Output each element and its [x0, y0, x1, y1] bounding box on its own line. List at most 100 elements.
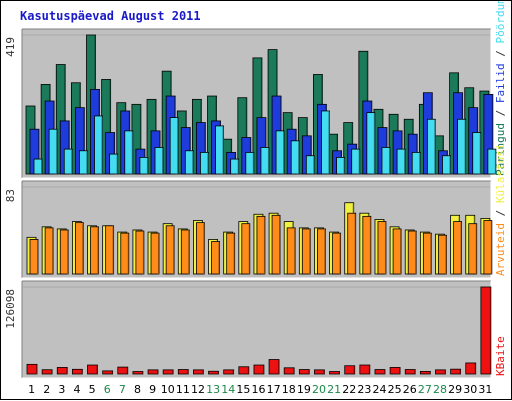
bar-kbaite-day21	[329, 371, 340, 375]
bar-kbaite-day28	[435, 369, 446, 375]
legend-top-text: Päringud / Failid / Pöördumisi	[494, 1, 507, 176]
day-label-13: 13	[206, 383, 220, 396]
top-bars	[25, 34, 497, 175]
day-label-16: 16	[252, 383, 266, 396]
bar-poordumisi-day3	[63, 148, 73, 175]
bar-poordumisi-day29	[457, 118, 467, 175]
day-label-6: 6	[104, 383, 111, 396]
day-label-19: 19	[297, 383, 311, 396]
bar-arvuteid-day1	[29, 239, 39, 275]
bar-kbaite-day11	[177, 369, 189, 375]
day-label-14: 14	[221, 383, 235, 396]
bar-kbaite-day1	[26, 363, 38, 375]
bar-arvuteid-day5	[90, 226, 99, 275]
bar-kbaite-day13	[208, 370, 219, 375]
legend-bottom-text: KBaite	[494, 336, 507, 376]
legend-bottom-entry: KBaite	[494, 336, 507, 376]
bar-kbaite-day6	[102, 370, 114, 375]
day-label-31: 31	[478, 383, 492, 396]
day-label-29: 29	[448, 383, 462, 396]
bar-poordumisi-day27	[426, 118, 436, 175]
bar-poordumisi-day28	[442, 155, 451, 175]
bar-poordumisi-day16	[260, 147, 270, 175]
bar-arvuteid-day2	[44, 227, 54, 275]
bar-kbaite-day5	[87, 364, 98, 375]
middle-bars	[26, 202, 493, 275]
bar-poordumisi-day24	[381, 147, 391, 175]
bar-kbaite-day23	[359, 364, 371, 375]
bar-arvuteid-day24	[377, 221, 387, 275]
day-label-30: 30	[463, 383, 477, 396]
bottom-bars	[26, 286, 492, 375]
bar-kbaite-day7	[117, 366, 129, 375]
bar-kbaite-day12	[193, 369, 204, 375]
bar-kbaite-day24	[374, 369, 386, 375]
bottom-panel-ymax-label: 126098	[4, 289, 17, 329]
bar-arvuteid-day23	[362, 215, 372, 275]
bar-kbaite-day20	[314, 369, 325, 375]
bar-arvuteid-day22	[347, 212, 357, 275]
bar-poordumisi-day8	[139, 157, 149, 175]
legend-top-entry: Failid	[494, 63, 507, 103]
day-label-25: 25	[388, 383, 402, 396]
bar-kbaite-day8	[132, 371, 144, 375]
bar-arvuteid-day8	[135, 230, 145, 275]
bar-arvuteid-day28	[438, 234, 447, 275]
bar-poordumisi-day7	[124, 130, 134, 175]
bar-kbaite-day18	[283, 367, 295, 375]
top-panel-ymax-label: 419	[4, 37, 17, 57]
bar-arvuteid-day26	[407, 230, 417, 275]
bar-arvuteid-day27	[422, 232, 432, 275]
legend-middle-entry: Arvuteid	[494, 223, 507, 276]
bar-arvuteid-day25	[392, 228, 402, 275]
day-label-22: 22	[342, 383, 356, 396]
day-label-18: 18	[282, 383, 296, 396]
bar-kbaite-day2	[41, 369, 53, 375]
bar-kbaite-day19	[298, 369, 310, 375]
bar-poordumisi-day2	[48, 128, 58, 175]
bar-arvuteid-day12	[196, 222, 205, 275]
day-label-7: 7	[119, 383, 126, 396]
legend-top: Päringud / Failid / Pöördumisi	[494, 1, 507, 176]
bar-poordumisi-day25	[396, 148, 406, 175]
bar-kbaite-day3	[56, 367, 68, 375]
bar-kbaite-day9	[147, 369, 159, 375]
bar-kbaite-day16	[253, 364, 265, 375]
bar-poordumisi-day15	[245, 152, 255, 175]
day-label-4: 4	[73, 383, 80, 396]
bar-kbaite-day26	[404, 369, 416, 375]
bar-poordumisi-day13	[215, 125, 224, 175]
x-axis-labels: 1 2 3 4 5 6 7 8 9 10 11 12 13 14 15 16 17 18 19 20 21 22 23 24 2…	[28, 383, 492, 396]
day-label-26: 26	[403, 383, 417, 396]
day-label-11: 11	[176, 383, 190, 396]
day-label-3: 3	[58, 383, 65, 396]
middle-panel-ymax-label: 83	[4, 189, 17, 202]
legend-top-separator: /	[494, 103, 507, 123]
day-label-12: 12	[191, 383, 205, 396]
day-label-21: 21	[327, 383, 341, 396]
bar-arvuteid-day30	[468, 223, 478, 275]
legend-middle: Arvuteid / Külastusi	[494, 144, 507, 276]
day-label-17: 17	[267, 383, 281, 396]
bar-kbaite-day14	[223, 369, 235, 375]
bar-poordumisi-day12	[200, 152, 209, 175]
legend-top-entry: Päringud	[494, 123, 507, 176]
day-label-24: 24	[373, 383, 387, 396]
bar-kbaite-day31	[480, 286, 492, 375]
bar-poordumisi-day22	[351, 148, 361, 175]
bar-arvuteid-day31	[483, 220, 493, 275]
bar-poordumisi-day1	[33, 158, 43, 175]
bar-arvuteid-day3	[59, 229, 69, 275]
day-label-2: 2	[43, 383, 50, 396]
bar-poordumisi-day26	[411, 152, 421, 175]
bar-poordumisi-day11	[184, 150, 194, 175]
day-label-27: 27	[418, 383, 432, 396]
bar-arvuteid-day18	[286, 227, 296, 275]
bar-kbaite-day25	[389, 367, 401, 375]
day-label-20: 20	[312, 383, 326, 396]
legend-bottom: KBaite	[494, 336, 507, 376]
legend-middle-separator: /	[494, 203, 507, 223]
bar-poordumisi-day19	[305, 155, 315, 175]
